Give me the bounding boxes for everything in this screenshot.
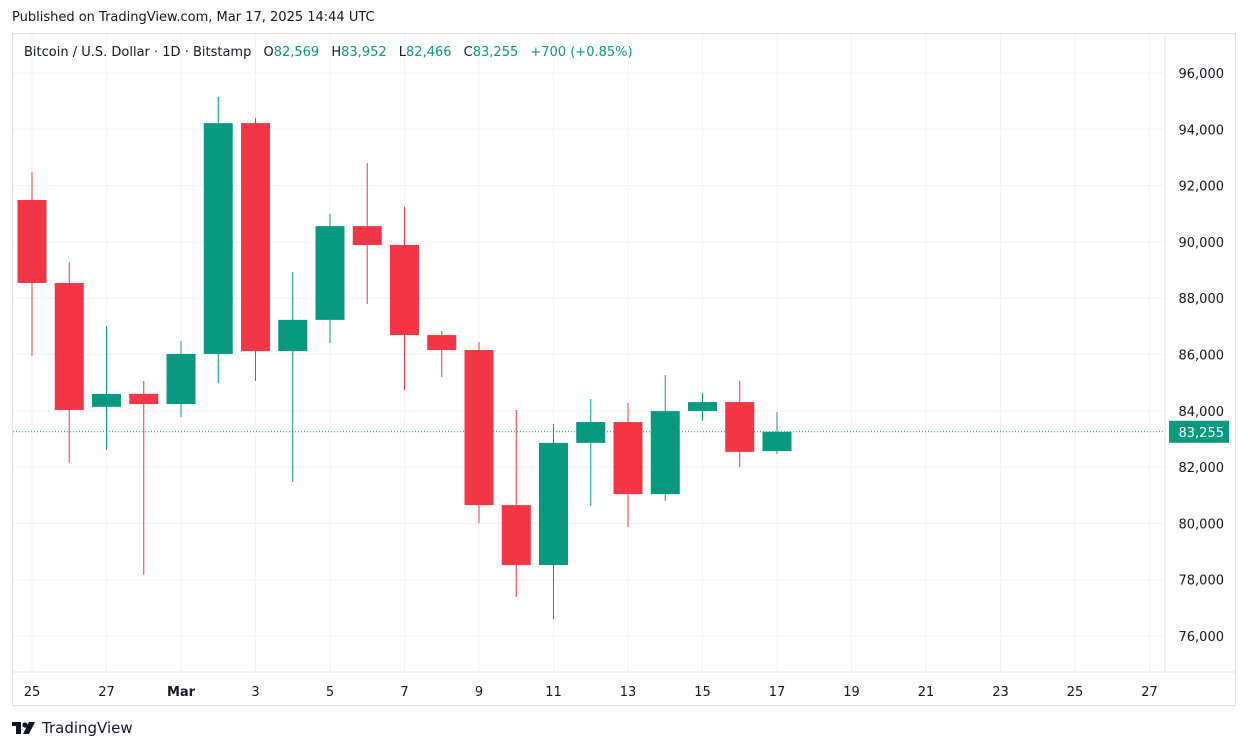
y-tick-label: 88,000: [1179, 292, 1225, 307]
candle-body-down: [129, 393, 159, 405]
candle-body-down: [725, 402, 755, 452]
x-tick-label: 11: [545, 685, 562, 700]
candle-body-down: [613, 422, 643, 495]
x-tick-label: 21: [918, 685, 935, 700]
x-tick-label: 3: [251, 685, 259, 700]
open-value: 82,569: [273, 45, 320, 60]
candle-body-up: [166, 353, 196, 405]
candle-body-down: [54, 282, 84, 410]
x-tick-label: 27: [1141, 685, 1158, 700]
y-tick-label: 80,000: [1179, 517, 1225, 532]
tradingview-logo[interactable]: TradingView: [12, 719, 133, 737]
y-tick-label: 94,000: [1179, 123, 1225, 138]
candle-body-up: [688, 402, 717, 412]
chart-frame: [12, 33, 1236, 706]
tradingview-logo-icon: [12, 722, 35, 734]
last-price-badge: [1169, 420, 1229, 443]
y-tick-label: 86,000: [1179, 349, 1225, 364]
x-tick-label: 25: [1067, 685, 1084, 700]
x-tick-label: 27: [98, 685, 115, 700]
candle-body-up: [539, 442, 568, 566]
change-value: +700 (+0.85%): [530, 45, 633, 60]
candle-body-up: [278, 319, 308, 352]
x-tick-label: 15: [694, 685, 711, 700]
y-tick-label: 84,000: [1179, 405, 1225, 420]
candle-body-up: [203, 123, 233, 354]
candle-body-up: [650, 411, 680, 495]
candle-body-down: [17, 199, 47, 283]
y-tick-label: 92,000: [1179, 180, 1225, 195]
y-tick-label: 78,000: [1179, 574, 1225, 589]
symbol-label: Bitcoin / U.S. Dollar · 1D · Bitstamp: [24, 45, 252, 60]
close-value: 83,255: [472, 45, 519, 60]
candle-body-down: [464, 349, 494, 506]
brand-name: TradingView: [42, 719, 133, 737]
candle-body-down: [427, 335, 457, 350]
low-value: 82,466: [406, 45, 452, 60]
x-tick-label: 23: [992, 685, 1009, 700]
low-label: L: [398, 45, 407, 60]
x-tick-label: 19: [843, 685, 860, 700]
x-tick-label: 9: [475, 685, 483, 700]
candle-body-down: [390, 244, 419, 336]
x-tick-label: Mar: [167, 685, 196, 700]
y-tick-label: 90,000: [1179, 236, 1225, 251]
candle-body-up: [762, 431, 792, 452]
x-tick-label: 7: [400, 685, 408, 700]
high-value: 83,952: [341, 45, 387, 60]
y-tick-label: 82,000: [1179, 461, 1225, 476]
x-tick-label: 13: [620, 685, 637, 700]
candle-body-down: [501, 505, 531, 566]
high-label: H: [331, 45, 342, 60]
candle-body-down: [352, 226, 382, 245]
last-price-label: 83,255: [1179, 426, 1225, 441]
published-note: Published on TradingView.com, Mar 17, 20…: [12, 10, 375, 25]
ohlc-legend: Bitcoin / U.S. Dollar · 1D · Bitstamp O8…: [24, 45, 633, 60]
open-label: O: [263, 45, 274, 60]
candle-body-down: [241, 123, 270, 352]
candle-body-up: [92, 393, 121, 407]
x-tick-label: 5: [326, 685, 334, 700]
y-tick-label: 96,000: [1179, 67, 1225, 82]
candle-body-up: [315, 226, 345, 320]
candle-body-up: [576, 422, 606, 443]
x-tick-label: 25: [24, 685, 41, 700]
y-tick-label: 76,000: [1179, 630, 1225, 645]
x-tick-label: 17: [769, 685, 786, 700]
close-label: C: [463, 45, 473, 60]
